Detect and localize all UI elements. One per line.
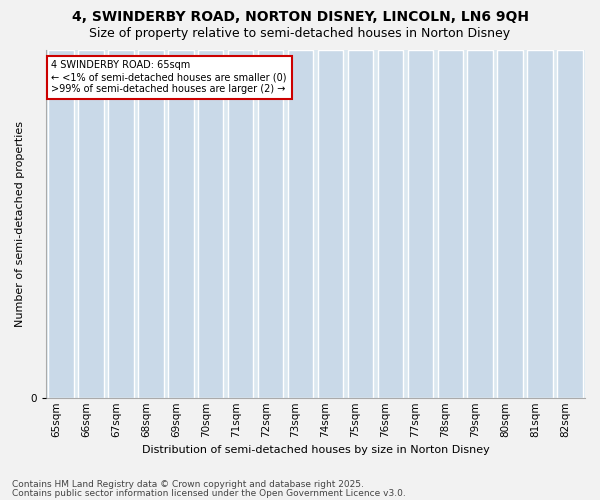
- Text: 4, SWINDERBY ROAD, NORTON DISNEY, LINCOLN, LN6 9QH: 4, SWINDERBY ROAD, NORTON DISNEY, LINCOL…: [71, 10, 529, 24]
- X-axis label: Distribution of semi-detached houses by size in Norton Disney: Distribution of semi-detached houses by …: [142, 445, 490, 455]
- Bar: [377, 50, 403, 399]
- Bar: [138, 50, 164, 399]
- Bar: [497, 50, 523, 399]
- Bar: [49, 50, 74, 399]
- Bar: [258, 50, 283, 399]
- Bar: [108, 50, 134, 399]
- Bar: [78, 50, 104, 399]
- Bar: [288, 50, 313, 399]
- Bar: [168, 50, 194, 399]
- Text: 4 SWINDERBY ROAD: 65sqm
← <1% of semi-detached houses are smaller (0)
>99% of se: 4 SWINDERBY ROAD: 65sqm ← <1% of semi-de…: [52, 60, 287, 94]
- Bar: [407, 50, 433, 399]
- Bar: [437, 50, 463, 399]
- Bar: [557, 50, 583, 399]
- Bar: [467, 50, 493, 399]
- Bar: [348, 50, 373, 399]
- Bar: [198, 50, 223, 399]
- Text: Size of property relative to semi-detached houses in Norton Disney: Size of property relative to semi-detach…: [89, 28, 511, 40]
- Text: Contains HM Land Registry data © Crown copyright and database right 2025.: Contains HM Land Registry data © Crown c…: [12, 480, 364, 489]
- Y-axis label: Number of semi-detached properties: Number of semi-detached properties: [15, 121, 25, 327]
- Bar: [318, 50, 343, 399]
- Bar: [228, 50, 253, 399]
- Text: Contains public sector information licensed under the Open Government Licence v3: Contains public sector information licen…: [12, 488, 406, 498]
- Bar: [527, 50, 553, 399]
